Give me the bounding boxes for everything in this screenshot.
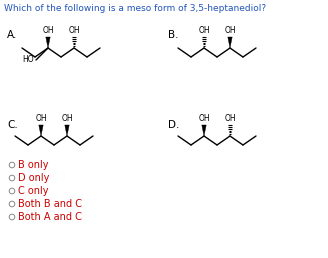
Text: C.: C. [7,120,18,130]
Text: OH: OH [224,26,236,35]
Text: OH: OH [198,26,210,35]
Text: B.: B. [168,30,178,40]
Text: OH: OH [35,114,47,123]
Text: D.: D. [168,120,179,130]
Text: OH: OH [61,114,73,123]
Text: OH: OH [68,26,80,35]
Text: C only: C only [18,186,49,196]
Polygon shape [46,37,50,48]
Polygon shape [65,125,69,136]
Text: A.: A. [7,30,17,40]
Text: OH: OH [42,26,54,35]
Text: Both B and C: Both B and C [18,199,82,209]
Text: HO: HO [22,55,34,64]
Text: Both A and C: Both A and C [18,212,82,222]
Text: Which of the following is a meso form of 3,5-heptanediol?: Which of the following is a meso form of… [4,4,266,13]
Text: OH: OH [224,114,236,123]
Polygon shape [39,125,43,136]
Text: B only: B only [18,160,49,170]
Text: D only: D only [18,173,50,183]
Polygon shape [228,37,232,48]
Text: OH: OH [198,114,210,123]
Polygon shape [202,125,206,136]
